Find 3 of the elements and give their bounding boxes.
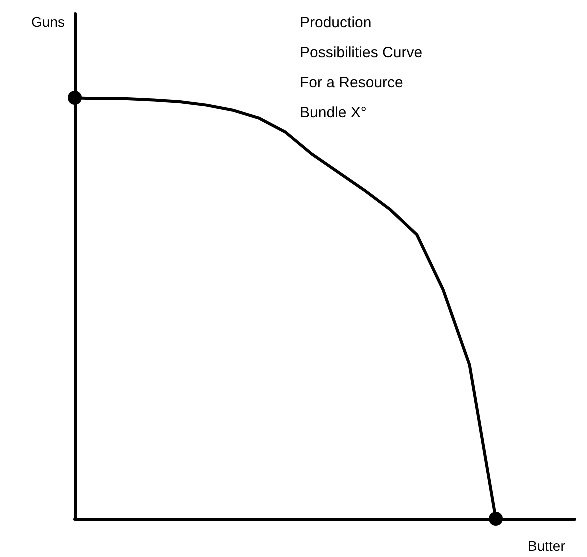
y-axis-title: Guns [32, 14, 65, 30]
chart-title: Production Possibilities Curve For a Resource Bundle X° [300, 14, 423, 122]
x-axis-title: Butter [528, 538, 566, 554]
